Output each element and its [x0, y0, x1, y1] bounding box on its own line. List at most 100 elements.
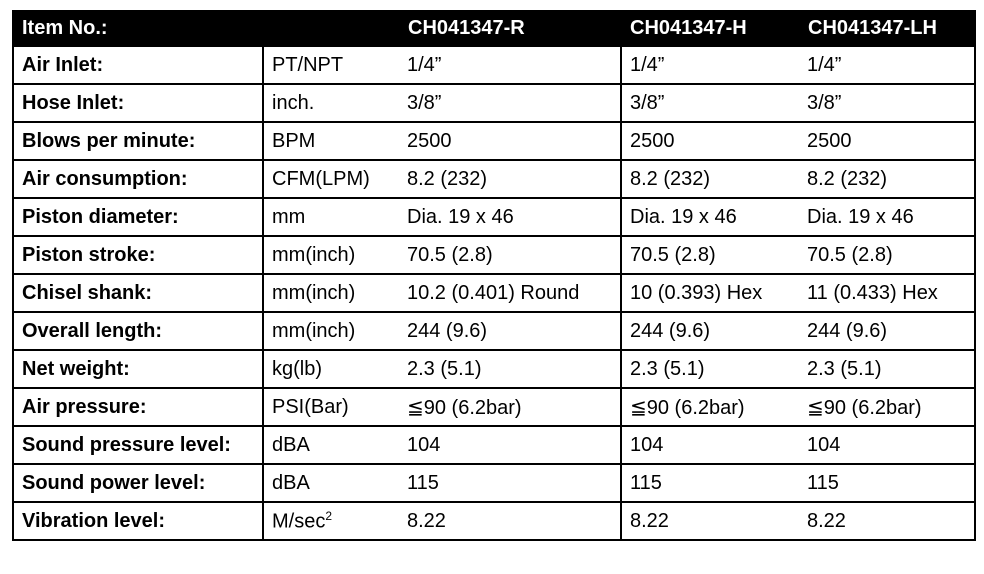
spec-value: 8.2 (232) — [799, 159, 976, 199]
spec-row: Hose Inlet: inch. 3/8” 3/8” 3/8” — [12, 83, 976, 123]
unit-text: mm(inch) — [272, 281, 356, 304]
spec-table: Item No.: CH041347-R CH041347-H CH041347-LH… — [12, 10, 976, 541]
spec-label: Air Inlet: — [12, 45, 264, 85]
unit-text: PSI(Bar) — [272, 395, 349, 418]
spec-unit: kg(lb) — [262, 349, 399, 389]
spec-value: 11 (0.433) Hex — [799, 273, 976, 313]
unit-text: kg(lb) — [272, 357, 323, 380]
spec-value: 3/8” — [399, 83, 622, 123]
spec-value: 10.2 (0.401) Round — [399, 273, 622, 313]
spec-unit: M/sec2 — [262, 501, 399, 541]
spec-value: 2.3 (5.1) — [799, 349, 976, 389]
spec-row: Piston stroke: mm(inch) 70.5 (2.8) 70.5 (2.… — [12, 235, 976, 275]
spec-value: 8.2 (232) — [621, 159, 799, 199]
spec-value: Dia. 19 x 46 — [621, 197, 799, 237]
spec-value: 70.5 (2.8) — [399, 235, 622, 275]
spec-label: Air pressure: — [12, 387, 264, 427]
unit-text: M/sec — [272, 510, 326, 533]
spec-value: 115 — [799, 463, 976, 503]
spec-unit: PSI(Bar) — [262, 387, 399, 427]
spec-label: Chisel shank: — [12, 273, 264, 313]
header-label: Item No.: — [12, 10, 400, 47]
spec-label: Hose Inlet: — [12, 83, 264, 123]
spec-label: Vibration level: — [12, 501, 264, 541]
spec-row: Air Inlet: PT/NPT 1/4” 1/4” 1/4” — [12, 45, 976, 85]
spec-value: 244 (9.6) — [399, 311, 622, 351]
spec-value: 104 — [799, 425, 976, 465]
spec-row: Sound pressure level: dBA 104 104 104 — [12, 425, 976, 465]
spec-unit: dBA — [262, 463, 399, 503]
spec-unit: mm — [262, 197, 399, 237]
spec-value: 1/4” — [621, 45, 799, 85]
model-name: CH041347-R — [398, 10, 622, 47]
spec-label: Sound pressure level: — [12, 425, 264, 465]
unit-text: PT/NPT — [272, 53, 344, 76]
spec-label: Sound power level: — [12, 463, 264, 503]
spec-value: Dia. 19 x 46 — [799, 197, 976, 237]
spec-value: 2500 — [799, 121, 976, 161]
spec-row: Overall length: mm(inch) 244 (9.6) 244 (9.6… — [12, 311, 976, 351]
spec-value: 3/8” — [621, 83, 799, 123]
spec-value: 70.5 (2.8) — [799, 235, 976, 275]
unit-text: mm — [272, 205, 306, 228]
spec-value: 104 — [399, 425, 622, 465]
spec-row: Air pressure: PSI(Bar) ≦90 (6.2bar) ≦90 (6.… — [12, 387, 976, 427]
spec-unit: PT/NPT — [262, 45, 399, 85]
spec-row: Air consumption: CFM(LPM) 8.2 (232) 8.2 (23… — [12, 159, 976, 199]
spec-unit: mm(inch) — [262, 311, 399, 351]
spec-unit: BPM — [262, 121, 399, 161]
spec-label: Blows per minute: — [12, 121, 264, 161]
spec-value: 8.22 — [399, 501, 622, 541]
unit-text: dBA — [272, 471, 310, 494]
spec-unit: inch. — [262, 83, 399, 123]
spec-value: 115 — [621, 463, 799, 503]
model-name: CH041347-H — [620, 10, 800, 47]
spec-value: ≦90 (6.2bar) — [621, 387, 799, 427]
unit-text: inch. — [272, 91, 315, 114]
header-row: Item No.: CH041347-R CH041347-H CH041347-LH — [12, 10, 976, 47]
table-body: Air Inlet: PT/NPT 1/4” 1/4” 1/4” Hose Inlet: i… — [12, 45, 976, 541]
unit-text: mm(inch) — [272, 319, 356, 342]
spec-value: 2500 — [399, 121, 622, 161]
spec-row: Net weight: kg(lb) 2.3 (5.1) 2.3 (5.1) 2.3 (… — [12, 349, 976, 389]
unit-text: BPM — [272, 129, 316, 152]
spec-value: 3/8” — [799, 83, 976, 123]
spec-value: 2500 — [621, 121, 799, 161]
model-name: CH041347-LH — [798, 10, 976, 47]
spec-label: Overall length: — [12, 311, 264, 351]
spec-value: 8.22 — [621, 501, 799, 541]
spec-label: Piston stroke: — [12, 235, 264, 275]
spec-value: 244 (9.6) — [799, 311, 976, 351]
spec-unit: mm(inch) — [262, 273, 399, 313]
spec-value: 70.5 (2.8) — [621, 235, 799, 275]
spec-value: 2.3 (5.1) — [399, 349, 622, 389]
spec-row: Sound power level: dBA 115 115 115 — [12, 463, 976, 503]
unit-superscript: 2 — [325, 508, 333, 523]
spec-value: ≦90 (6.2bar) — [799, 387, 976, 427]
spec-label: Piston diameter: — [12, 197, 264, 237]
spec-value: 10 (0.393) Hex — [621, 273, 799, 313]
spec-value: 8.22 — [799, 501, 976, 541]
spec-value: 115 — [399, 463, 622, 503]
table-header: Item No.: CH041347-R CH041347-H CH041347-LH — [12, 10, 976, 47]
spec-unit: CFM(LPM) — [262, 159, 399, 199]
spec-value: 2.3 (5.1) — [621, 349, 799, 389]
spec-value: 244 (9.6) — [621, 311, 799, 351]
unit-text: CFM(LPM) — [272, 167, 370, 190]
spec-label: Air consumption: — [12, 159, 264, 199]
spec-row: Chisel shank: mm(inch) 10.2 (0.401) Round 1… — [12, 273, 976, 313]
spec-row: Piston diameter: mm Dia. 19 x 46 Dia. 19 x … — [12, 197, 976, 237]
spec-value: ≦90 (6.2bar) — [399, 387, 622, 427]
spec-value: 1/4” — [799, 45, 976, 85]
spec-unit: dBA — [262, 425, 399, 465]
spec-value: 8.2 (232) — [399, 159, 622, 199]
spec-value: Dia. 19 x 46 — [399, 197, 622, 237]
spec-value: 1/4” — [399, 45, 622, 85]
unit-text: dBA — [272, 433, 310, 456]
spec-row: Blows per minute: BPM 2500 2500 2500 — [12, 121, 976, 161]
spec-label: Net weight: — [12, 349, 264, 389]
unit-text: mm(inch) — [272, 243, 356, 266]
spec-value: 104 — [621, 425, 799, 465]
spec-row: Vibration level: M/sec2 8.22 8.22 8.22 — [12, 501, 976, 541]
